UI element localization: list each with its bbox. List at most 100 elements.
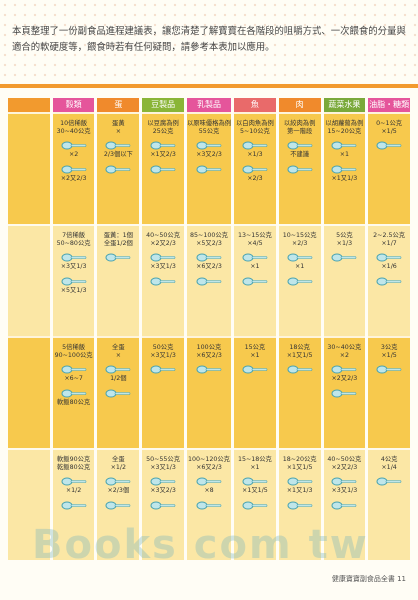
cell-text: 55公克 (198, 128, 220, 136)
spoon-icon (150, 253, 176, 262)
cell-text: 軟飯80公克 (57, 398, 91, 406)
cell-text: 以豆腐為例 (147, 120, 179, 127)
table-cell: 10~15公克 ×2/3 ×1 (278, 224, 321, 336)
cell-text: ×3又1/3 (331, 487, 358, 495)
column-header: 蔬菜水果 (323, 98, 366, 112)
spoon-icon (196, 253, 222, 262)
spoon-icon (331, 477, 357, 486)
spoon-icon (331, 501, 357, 510)
spoon-icon (150, 501, 176, 510)
spoon-icon (105, 501, 131, 510)
table-cell: 18~20公克 ×1又1/5 ×1又1/3 (278, 448, 321, 560)
cell-text: 50公克 (152, 344, 174, 351)
cell-text: 全蛋 (112, 456, 125, 463)
table-cell: 以胡蘿蔔為例 15~20公克 ×1 ×1又1/3 (323, 112, 366, 224)
cell-text: 5倍稀飯 (62, 344, 86, 351)
table-cell: 蛋黃：1個 全蛋1/2個 (97, 224, 140, 336)
spoon-icon (287, 253, 312, 262)
spoon-icon (287, 165, 312, 174)
column-2: 豆製品 以豆腐為例 25公克 ×1又2/3 40~50公克 ×2又2/3 ×3又1/3 50公… (142, 98, 184, 560)
table-cell: 3公克 ×1/5 (368, 336, 410, 448)
spoon-icon (287, 277, 312, 286)
column-header: 肉 (278, 98, 321, 112)
cell-text: ×1/3 (247, 151, 263, 159)
cell-text: ×1又1/3 (331, 174, 358, 182)
spoon-icon (242, 477, 268, 486)
stage-column (8, 98, 50, 560)
cell-text: 蛋黃 (112, 120, 125, 127)
table-cell: 100公克 ×6又2/3 (186, 336, 232, 448)
cell-text: 18公克 (289, 344, 310, 351)
table-cell: 軟飯90公克 乾飯80公克 ×1/2 (52, 448, 95, 560)
cell-text: 15~18公克 (237, 456, 272, 463)
cell-text: ×1/6 (381, 263, 397, 271)
cell-text: 15公克 (244, 344, 266, 351)
cell-text: 5公克 (336, 232, 353, 239)
spoon-icon (242, 277, 268, 286)
cell-text: 以胡蘿蔔為例 (325, 120, 364, 127)
column-header: 豆製品 (142, 98, 184, 112)
stage-cell (8, 448, 50, 560)
cell-text: ×1/5 (381, 352, 397, 360)
watermark: Books com tw (32, 522, 369, 568)
cell-text: 90~100公克 (54, 352, 93, 360)
cell-text: ×2/3 (291, 240, 308, 248)
table-cell: 5倍稀飯 90~100公克 ×6~7 軟飯80公克 (52, 336, 95, 448)
cell-text: ×6~7 (64, 375, 83, 383)
cell-text: 25公克 (152, 128, 174, 136)
spoon-icon (376, 253, 402, 262)
spoon-icon (242, 141, 268, 150)
spoon-icon (196, 277, 222, 286)
spoon-icon (242, 165, 268, 174)
spoon-icon (331, 253, 357, 262)
table-cell: 18公克 ×1又1/5 (278, 336, 321, 448)
cell-text: ×6又2/3 (196, 352, 222, 360)
spoon-icon (61, 365, 86, 374)
spoon-icon (242, 253, 268, 262)
cell-text: 乾飯80公克 (57, 464, 91, 472)
cell-text: ×1/5 (381, 128, 397, 136)
spoon-icon (105, 365, 131, 374)
cell-text: ×1又1/3 (286, 487, 313, 495)
cell-text: ×2/3個 (107, 487, 130, 495)
cell-text: 以原味優格為例 (186, 120, 232, 127)
cell-text: ×6又2/3 (196, 464, 222, 472)
table-cell: 以絞肉為例 第一階段 不建議 (278, 112, 321, 224)
column-4: 魚以白肉魚為例 5~10公克 ×1/3 ×2/3 13~15公克 ×4/5 ×1 15公克 ×1… (234, 98, 276, 560)
column-header: 油脂・糖類 (368, 98, 410, 112)
table-cell: 全蛋 × 1/2個 (97, 336, 140, 448)
spoon-icon (242, 365, 268, 374)
spoon-icon (287, 365, 312, 374)
column-6: 蔬菜水果 以胡蘿蔔為例 15~20公克 ×1 ×1又1/3 5公克 ×1/3 30~40公克 ×… (323, 98, 366, 560)
cell-text: 100公克 (196, 344, 222, 351)
spoon-icon (150, 477, 176, 486)
spoon-icon (61, 253, 86, 262)
page-footer: 健康寶寶副食品全書 11 (331, 575, 406, 583)
column-5: 肉以絞肉為例 第一階段 不建議 10~15公克 ×2/3 ×1 18公克 ×1又1/5 18~2… (278, 98, 321, 560)
cell-text: ×3又1/3 (60, 263, 87, 271)
spoon-icon (331, 165, 357, 174)
stage-cell (8, 112, 50, 224)
table-cell: 5公克 ×1/3 (323, 224, 366, 336)
cell-text: 85~100公克 (190, 232, 228, 239)
spoon-icon (287, 141, 312, 150)
spoon-icon (331, 141, 357, 150)
cell-text: ×1/4 (381, 464, 397, 472)
spoon-icon (331, 365, 357, 374)
cell-text: 1/2個 (110, 375, 127, 383)
column-7: 油脂・糖類 0~1公克 ×1/5 2~2.5公克 ×1/7 ×1/6 3公克 ×1/5 4公克 ×… (368, 98, 410, 560)
table-cell: 30~40公克 ×2 ×2又2/3 (323, 336, 366, 448)
spoon-icon (150, 141, 176, 150)
cell-text: ×2/3 (247, 174, 263, 182)
cell-text: ×1 (250, 464, 260, 472)
cell-text: 50~55公克 (146, 456, 181, 463)
cell-text: 以白肉魚為例 (236, 120, 274, 127)
cell-text: 15~20公克 (327, 128, 362, 136)
cell-text: ×1/3 (336, 240, 353, 248)
cell-text: ×2 (68, 151, 79, 159)
cell-text: 不建議 (290, 151, 310, 159)
intro-text: 本頁整理了一份副食品進程建議表，讓您清楚了解寶寶在各階段的咀嚼方式、一次餵食的分… (12, 26, 406, 53)
cell-text: ×1又1/5 (242, 487, 268, 495)
spoon-icon (105, 477, 131, 486)
food-progress-table: 穀類 10倍稀飯 30~40公克 ×2 ×2又2/3 7倍稀飯 50~80公克 ×3又1/3 ×… (8, 98, 410, 560)
